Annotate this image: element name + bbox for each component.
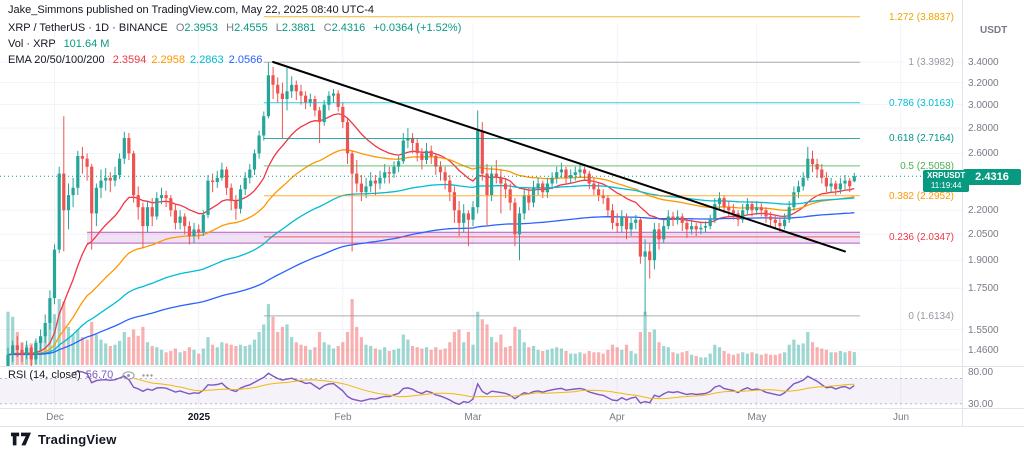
- rsi-upper-tick[interactable]: 80.00: [968, 367, 994, 378]
- open-value: 2.3953: [184, 22, 219, 34]
- rsi-legend: RSI (14, close) 56.70: [8, 369, 154, 381]
- time-axis-label-may[interactable]: May: [747, 412, 767, 423]
- price-axis-tick[interactable]: 3.4000: [968, 57, 999, 68]
- volume-value: 101.64 M: [63, 38, 110, 50]
- last-price-badge: 2.4316: [963, 169, 1021, 185]
- brand-name[interactable]: TradingView: [38, 431, 117, 447]
- ema-value-00bcd4: 2.2863: [190, 54, 224, 66]
- symbol-title[interactable]: XRP / TetherUS · 1D · BINANCE: [8, 22, 168, 34]
- symbol-price-label: XRPUSDT 11:19:44: [923, 170, 970, 192]
- price-axis-tick[interactable]: 1.5500: [968, 325, 999, 336]
- low-value: 2.3881: [281, 22, 316, 34]
- change-value: +0.0364 (+1.52%): [373, 22, 462, 34]
- price-axis-tick[interactable]: 2.8000: [968, 123, 999, 134]
- fib-level-label: 1 (3.3982): [906, 57, 956, 68]
- fib-level-label: 0 (1.6134): [906, 311, 956, 322]
- ema-legend-row: EMA 20/50/100/200 2.3594 2.2958 2.2863 2.05…: [8, 53, 461, 68]
- fib-level-label: 1.272 (3.8837): [886, 12, 956, 23]
- price-axis-tick[interactable]: 1.4600: [968, 345, 999, 356]
- footer: TradingView: [10, 429, 117, 449]
- price-axis-tick[interactable]: 1.9000: [968, 255, 999, 266]
- rsi-label[interactable]: RSI (14, close): [8, 369, 81, 381]
- fib-level-label: 0.236 (2.0347): [886, 232, 956, 243]
- time-axis-label-jun[interactable]: Jun: [892, 412, 910, 423]
- price-axis-tick[interactable]: 2.2000: [968, 205, 999, 216]
- close-label: C: [323, 22, 332, 34]
- volume-legend-row: Vol · XRP 101.64 M: [8, 37, 461, 52]
- low-label: L: [275, 22, 282, 34]
- time-axis-label-mar[interactable]: Mar: [464, 412, 482, 423]
- fib-level-label: 0.382 (2.2952): [886, 191, 956, 202]
- rsi-value: 56.70: [85, 369, 114, 381]
- rsi-legend-icons: [122, 370, 154, 380]
- price-axis-tick[interactable]: 1.7500: [968, 283, 999, 294]
- volume-label[interactable]: Vol · XRP: [8, 38, 56, 50]
- time-axis-label-apr[interactable]: Apr: [609, 412, 625, 423]
- symbol-legend-row: XRP / TetherUS · 1D · BINANCE O2.3953 H2…: [8, 21, 461, 36]
- ema-label[interactable]: EMA 20/50/100/200: [8, 54, 105, 66]
- ema-value-2962ff: 2.0566: [228, 54, 263, 66]
- price-scale-unit: USDT: [980, 25, 1008, 36]
- publish-attribution: Jake_Simmons published on TradingView.co…: [8, 4, 375, 16]
- eye-icon[interactable]: [122, 370, 135, 380]
- chart-legend: XRP / TetherUS · 1D · BINANCE O2.3953 H2…: [8, 21, 461, 69]
- more-options-icon[interactable]: [141, 371, 154, 380]
- fib-level-label: 0.618 (2.7164): [886, 133, 956, 144]
- price-axis-tick[interactable]: 2.0500: [968, 229, 999, 240]
- ema-value-f23645: 2.3594: [112, 54, 147, 66]
- fib-level-label: 0.786 (3.0163): [886, 98, 956, 109]
- symbol-badge-text: XRPUSDT: [927, 171, 966, 180]
- open-label: O: [175, 22, 185, 34]
- ema-values: 2.3594 2.2958 2.2863 2.0566: [108, 54, 263, 66]
- fib-level-label: 0.5 (2.5058): [898, 161, 956, 172]
- high-label: H: [226, 22, 235, 34]
- price-axis-tick[interactable]: 3.2000: [968, 78, 999, 89]
- tradingview-logo-icon[interactable]: [10, 429, 32, 449]
- time-axis-label-feb[interactable]: Feb: [334, 412, 352, 423]
- last-price-value: 2.4316: [975, 171, 1009, 183]
- rsi-lower-tick[interactable]: 30.00: [968, 399, 994, 410]
- time-axis-label-dec[interactable]: Dec: [46, 412, 64, 423]
- price-axis-tick[interactable]: 3.0000: [968, 100, 999, 111]
- close-value: 2.4316: [331, 22, 366, 34]
- ema-value-ff9800: 2.2958: [151, 54, 186, 66]
- price-axis-tick[interactable]: 2.6000: [968, 148, 999, 159]
- high-value: 2.4555: [234, 22, 268, 34]
- time-axis-label-2025[interactable]: 2025: [187, 412, 211, 423]
- bar-countdown: 11:19:44: [930, 181, 962, 190]
